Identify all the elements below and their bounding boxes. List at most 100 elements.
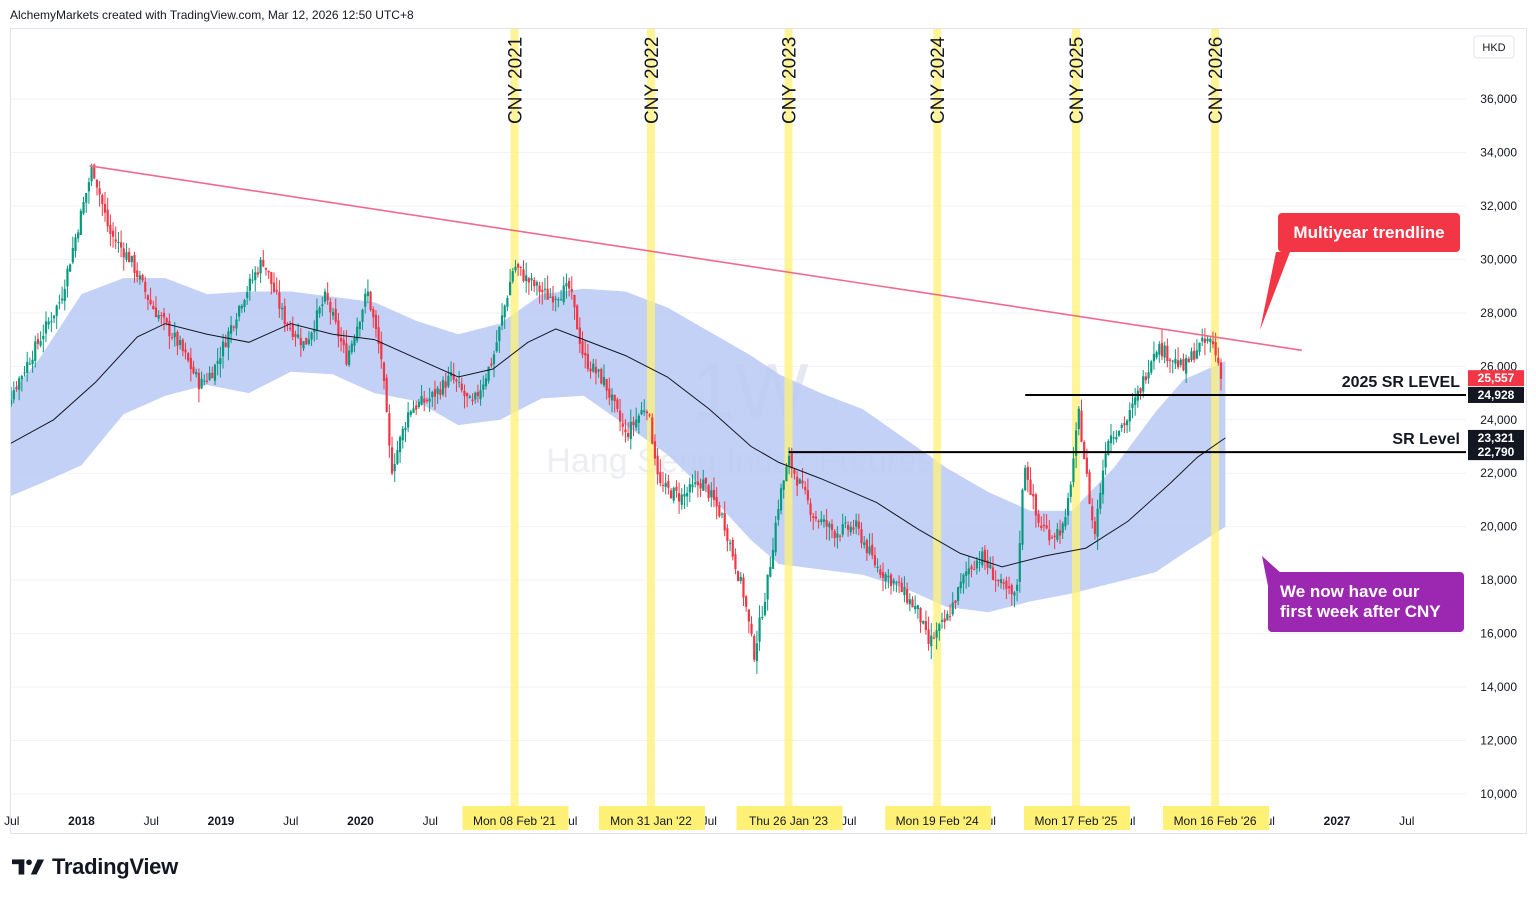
x-tick-label: 2027 xyxy=(1324,814,1351,828)
candle-body xyxy=(270,272,273,285)
candle-body xyxy=(782,480,785,490)
candle-body xyxy=(876,566,879,569)
candle-body xyxy=(1042,524,1046,527)
candle-body xyxy=(436,388,439,394)
candle-body xyxy=(254,272,257,281)
candle-body xyxy=(441,380,445,395)
cny-date-box xyxy=(1163,806,1270,830)
cny-band xyxy=(510,29,519,827)
candle-body xyxy=(576,305,579,330)
candle-body xyxy=(380,341,383,360)
candle-body xyxy=(997,579,1000,582)
candle-body xyxy=(543,288,547,290)
candle-body xyxy=(983,549,987,562)
candle-body xyxy=(1061,523,1064,533)
candle-body xyxy=(624,429,627,433)
candle-body xyxy=(1024,467,1027,491)
candle-body xyxy=(962,574,965,584)
candle-body xyxy=(20,375,23,380)
candle-body xyxy=(232,326,235,328)
candle-body xyxy=(1142,376,1145,392)
candle-body xyxy=(906,589,909,603)
candle-body xyxy=(350,343,353,353)
candle-body xyxy=(138,275,141,280)
candle-body xyxy=(109,225,112,234)
candle-body xyxy=(1168,359,1172,361)
candle-body xyxy=(1206,338,1209,342)
candle-body xyxy=(85,192,88,203)
cny-date-label: Thu 26 Jan '23 xyxy=(749,814,828,828)
candle-body xyxy=(334,308,337,322)
candle-body xyxy=(187,353,190,361)
candle-body xyxy=(656,455,659,475)
tradingview-wordmark: TradingView xyxy=(52,854,178,879)
candle-body xyxy=(66,268,69,287)
candle-body xyxy=(283,306,286,325)
candle-body xyxy=(940,620,944,622)
y-tick-label: 32,000 xyxy=(1480,199,1517,213)
candle-body xyxy=(951,602,954,615)
candle-body xyxy=(1214,342,1217,356)
sr-level-label: 2025 SR LEVEL xyxy=(1342,374,1461,391)
candle-body xyxy=(895,582,898,584)
candle-body xyxy=(1139,388,1142,394)
candle-body xyxy=(1072,458,1075,483)
candle-body xyxy=(586,353,589,370)
candle-body xyxy=(495,342,498,352)
candle-body xyxy=(189,357,192,370)
x-tick-label: Jul xyxy=(423,814,438,828)
candle-body xyxy=(425,399,429,402)
cny-date-box xyxy=(462,806,569,830)
candle-body xyxy=(235,319,238,329)
candle-body xyxy=(305,337,308,345)
candle-body xyxy=(289,327,292,329)
candle-body xyxy=(1069,484,1072,497)
tradingview-logo[interactable]: TradingView xyxy=(12,853,178,881)
candle-body xyxy=(702,479,705,491)
candle-body xyxy=(433,389,437,397)
candle-body xyxy=(165,318,168,323)
candle-body xyxy=(264,267,268,270)
candle-body xyxy=(415,405,418,410)
candle-body xyxy=(47,321,50,325)
candle-body xyxy=(669,490,673,499)
candle-body xyxy=(796,476,799,486)
candle-body xyxy=(597,369,600,372)
candle-body xyxy=(1217,357,1220,364)
candle-body xyxy=(103,203,107,213)
candle-body xyxy=(5,402,7,410)
candle-body xyxy=(825,520,828,527)
candle-body xyxy=(417,401,420,408)
price-label: 24,928 xyxy=(1478,388,1515,402)
candle-body xyxy=(136,270,139,278)
trendline-callout-text: Multiyear trendline xyxy=(1293,223,1444,242)
candle-body xyxy=(822,519,826,522)
candle-body xyxy=(1198,342,1201,352)
candle-body xyxy=(243,300,246,307)
candle-body xyxy=(865,539,868,554)
candle-body xyxy=(246,292,249,299)
candle-body xyxy=(847,524,850,530)
candle-body xyxy=(1029,479,1032,496)
candle-body xyxy=(1096,508,1099,537)
candle-body xyxy=(313,329,316,333)
candle-body xyxy=(111,230,115,237)
candle-body xyxy=(661,484,665,486)
candle-body xyxy=(39,341,42,346)
candle-body xyxy=(683,493,686,497)
candle-body xyxy=(852,527,855,530)
candle-body xyxy=(329,301,332,313)
candle-body xyxy=(833,531,836,538)
candle-body xyxy=(809,503,812,515)
candle-body xyxy=(1195,350,1198,359)
cny-callout-pointer xyxy=(1262,556,1282,586)
candle-body xyxy=(1053,535,1056,537)
candle-body xyxy=(176,331,179,346)
candle-body xyxy=(707,485,710,499)
candle-body xyxy=(128,251,131,263)
candle-body xyxy=(798,479,801,484)
candle-body xyxy=(77,232,80,239)
candle-body xyxy=(259,259,262,274)
candle-body xyxy=(712,489,716,500)
